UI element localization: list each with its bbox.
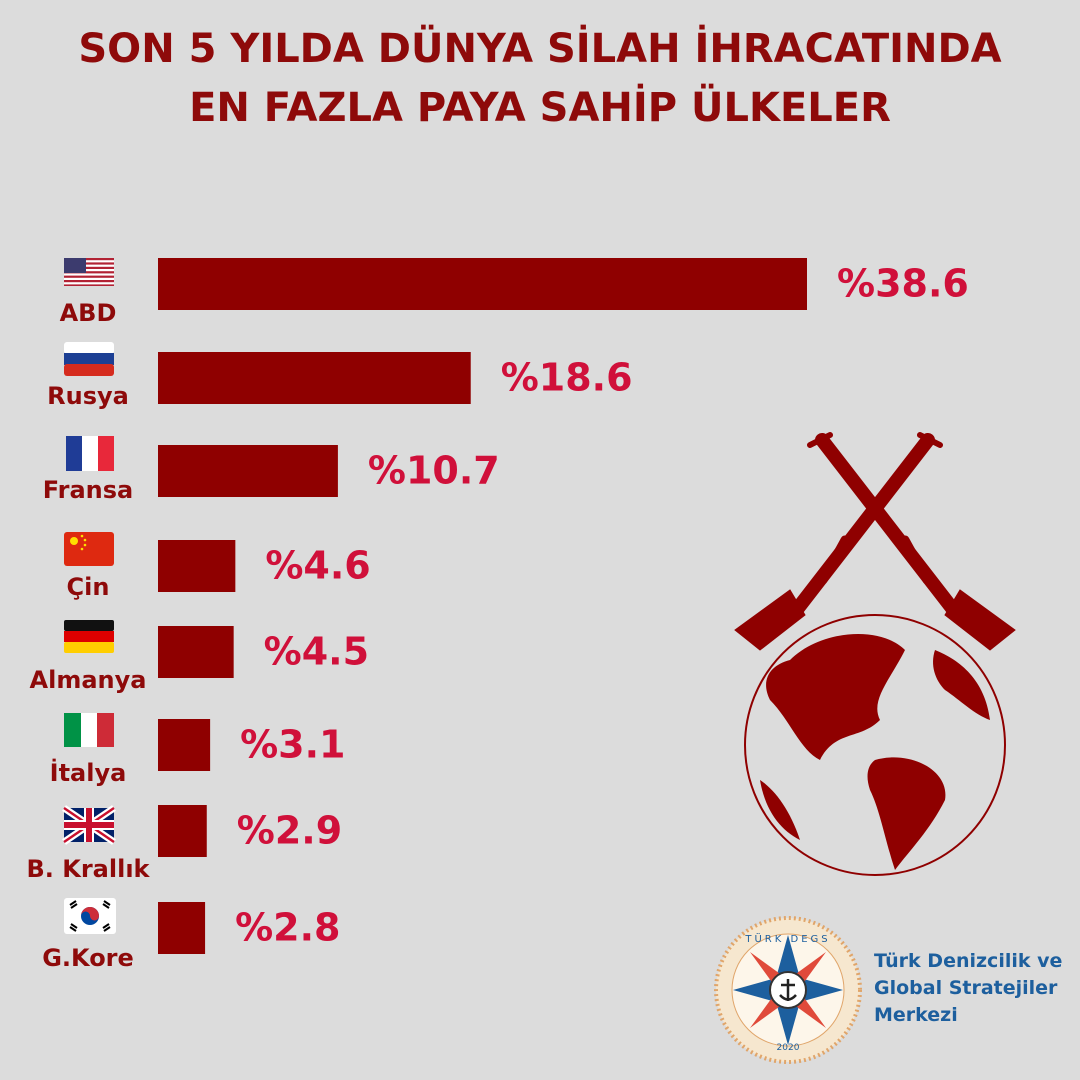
flag-uk bbox=[62, 805, 116, 845]
value-label: %10.7 bbox=[368, 449, 500, 493]
flag-france bbox=[66, 436, 114, 471]
logo-ring-text: TÜRK DEGS bbox=[744, 932, 830, 945]
category-label: Rusya bbox=[47, 382, 129, 410]
bar bbox=[158, 540, 236, 592]
category-label: G.Kore bbox=[42, 944, 134, 972]
value-label: %38.6 bbox=[837, 262, 969, 306]
globe-illustration bbox=[744, 614, 1006, 876]
flag-korea bbox=[64, 898, 116, 934]
category-label: Fransa bbox=[43, 476, 133, 504]
logo-name: Global Stratejiler bbox=[874, 977, 1058, 999]
value-label: %4.5 bbox=[264, 630, 369, 674]
logo-name: Merkezi bbox=[874, 1004, 958, 1026]
bar bbox=[158, 626, 234, 678]
bar bbox=[158, 352, 471, 404]
category-label: Çin bbox=[67, 573, 110, 601]
logo-emblem bbox=[714, 916, 862, 1064]
category-label: Almanya bbox=[30, 666, 147, 694]
bar bbox=[158, 805, 207, 857]
value-label: %2.8 bbox=[235, 906, 340, 950]
bar bbox=[158, 719, 211, 771]
value-label: %3.1 bbox=[240, 723, 345, 767]
chart-title: SON 5 YILDA DÜNYA SİLAH İHRACATINDA bbox=[78, 24, 1001, 72]
flag-china bbox=[64, 532, 114, 566]
logo-year: 2020 bbox=[777, 1043, 800, 1053]
category-label: B. Krallık bbox=[26, 855, 150, 883]
rifles-illustration bbox=[734, 432, 1016, 651]
bar bbox=[158, 445, 338, 497]
category-label: ABD bbox=[60, 299, 117, 327]
value-label: %2.9 bbox=[237, 809, 342, 853]
chart-title: EN FAZLA PAYA SAHİP ÜLKELER bbox=[189, 83, 891, 131]
value-label: %18.6 bbox=[501, 356, 633, 400]
category-label: İtalya bbox=[50, 758, 127, 787]
flag-russia bbox=[64, 342, 114, 376]
flag-usa bbox=[64, 258, 114, 286]
flag-germany bbox=[64, 620, 114, 653]
value-label: %4.6 bbox=[265, 544, 370, 588]
logo-name: Türk Denizcilik ve bbox=[874, 950, 1062, 972]
bar bbox=[158, 902, 206, 954]
bar bbox=[158, 258, 807, 310]
flag-italy bbox=[64, 713, 114, 747]
